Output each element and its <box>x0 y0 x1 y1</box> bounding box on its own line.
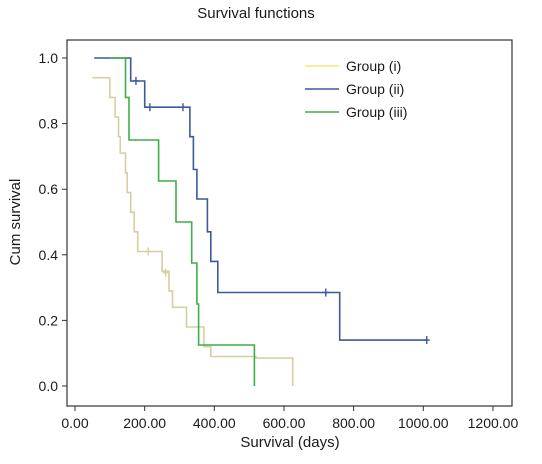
x-tick-label: 600.00 <box>263 415 306 431</box>
legend: Group (i) Group (ii) Group (iii) <box>305 58 407 120</box>
y-tick-label: 0.8 <box>39 116 59 132</box>
legend-label-1: Group (i) <box>346 58 401 74</box>
legend-label-3: Group (iii) <box>346 104 407 120</box>
x-tick-label: 1200.00 <box>468 415 519 431</box>
y-axis-label: Cum survival <box>7 179 24 266</box>
y-tick-label: 1.0 <box>39 50 59 66</box>
x-tick-label: 1000.00 <box>398 415 449 431</box>
y-tick-label: 0.4 <box>39 247 59 263</box>
y-tick-label: 0.2 <box>39 312 59 328</box>
y-tick-label: 0.6 <box>39 181 59 197</box>
x-tick-label: 200.00 <box>123 415 166 431</box>
x-tick-label: 0.00 <box>61 415 88 431</box>
x-tick-label: 800.00 <box>332 415 375 431</box>
chart-title: Survival functions <box>197 5 315 22</box>
x-axis-label: Survival (days) <box>240 434 339 451</box>
y-tick-label: 0.0 <box>39 378 59 394</box>
series-line-3 <box>109 57 256 386</box>
x-tick-label: 400.00 <box>193 415 236 431</box>
plot-area: 0.00 200.00 400.00 600.00 800.00 1000.00 1200.… <box>39 39 519 431</box>
plot-frame <box>66 39 513 407</box>
legend-label-2: Group (ii) <box>346 81 404 97</box>
series-line-1 <box>92 76 294 386</box>
series-line-2 <box>94 57 427 341</box>
